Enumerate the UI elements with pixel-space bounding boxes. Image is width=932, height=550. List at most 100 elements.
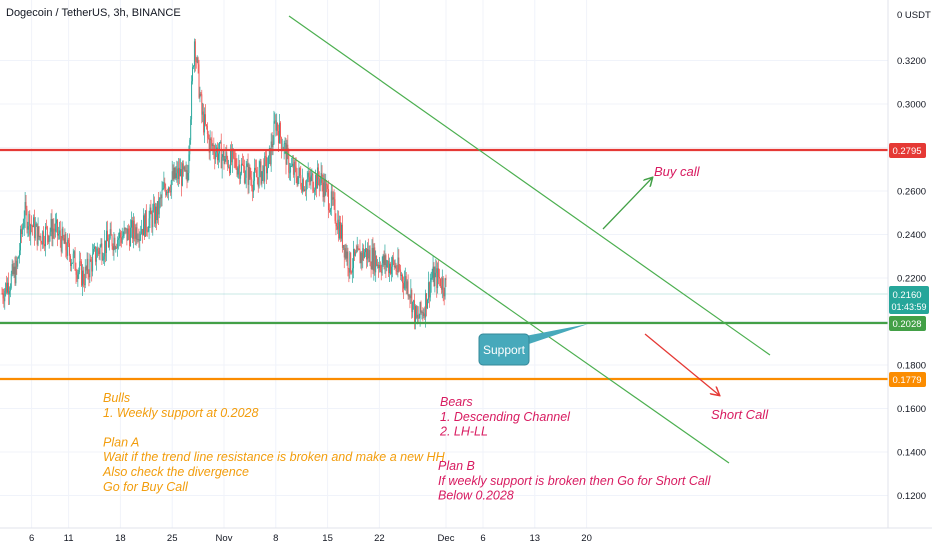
- candle-body: [431, 277, 433, 279]
- candle-body: [177, 168, 179, 180]
- price-tick-label: 0.1400: [897, 448, 926, 459]
- candle-body: [153, 203, 155, 211]
- candle-body: [159, 197, 161, 200]
- candle-body: [29, 214, 31, 235]
- candle-body: [346, 251, 348, 259]
- candle-body: [3, 298, 5, 302]
- candle-body: [70, 255, 71, 266]
- candle-body: [72, 253, 74, 263]
- candle-body: [135, 227, 137, 239]
- candle-body: [245, 166, 247, 178]
- candle-body: [108, 238, 110, 248]
- resistance-price-text: 0.2795: [892, 146, 921, 157]
- candle-body: [427, 299, 428, 309]
- candle-body: [250, 177, 252, 180]
- candle-body: [403, 282, 404, 289]
- plan-b-note-line: If weekly support is broken then Go for …: [438, 474, 712, 488]
- candle-body: [138, 239, 140, 241]
- candle-body: [387, 261, 389, 265]
- candle-body: [308, 172, 310, 178]
- candle-body: [183, 166, 185, 170]
- candle-body: [136, 227, 138, 240]
- candle-body: [105, 240, 107, 253]
- candle-body: [148, 218, 150, 232]
- candle-body: [11, 264, 13, 274]
- candle-body: [361, 253, 363, 261]
- candle-body: [445, 278, 447, 281]
- support-callout-box: [478, 333, 530, 366]
- candle-body: [74, 251, 76, 271]
- candle-body: [27, 226, 29, 230]
- candle-body: [373, 247, 375, 271]
- candle-body: [249, 166, 251, 178]
- candle-body: [255, 170, 257, 178]
- candle-body: [356, 246, 358, 253]
- candle-body: [208, 137, 210, 153]
- candle-body: [31, 224, 33, 226]
- candle-body: [99, 246, 101, 255]
- candle-body: [172, 171, 174, 180]
- candle-body: [112, 246, 114, 251]
- candle-body: [254, 167, 255, 181]
- candle-body: [84, 266, 86, 286]
- candle-body: [155, 206, 156, 224]
- candle-body: [371, 247, 373, 269]
- candle-body: [395, 265, 397, 271]
- candle-body: [256, 177, 258, 178]
- candle-body: [43, 231, 45, 245]
- time-scale[interactable]: 6 11 18 25 Nov 8 15 22 Dec 6 13 20: [29, 533, 592, 544]
- candle-body: [255, 167, 256, 171]
- candle-body: [380, 270, 382, 274]
- price-tick-label: 0.2400: [897, 230, 926, 241]
- candle-body: [79, 261, 81, 271]
- candle-body: [286, 144, 288, 165]
- candle-body: [442, 278, 444, 293]
- candle-body: [407, 281, 409, 297]
- candle-body: [5, 283, 7, 292]
- candle-body: [240, 173, 242, 179]
- candle-body: [28, 214, 30, 227]
- candle-body: [65, 233, 67, 251]
- candle-body: [339, 222, 341, 239]
- candle-body: [287, 144, 289, 152]
- candle-body: [205, 124, 207, 126]
- candle-body: [390, 266, 392, 274]
- candle-body: [20, 229, 22, 235]
- candle-body: [323, 178, 325, 198]
- candle-body: [169, 191, 171, 193]
- candle-body: [303, 179, 304, 191]
- candle-body: [119, 232, 120, 239]
- candle-body: [90, 259, 92, 261]
- price-tick-label: 0.3200: [897, 56, 926, 67]
- candle-body: [365, 248, 366, 253]
- time-tick-label: Dec: [438, 533, 455, 544]
- candle-body: [428, 282, 430, 298]
- candle-body: [417, 314, 419, 319]
- candle-body: [391, 257, 393, 267]
- candle-body: [283, 143, 285, 151]
- candle-body: [378, 264, 379, 269]
- candle-body: [284, 143, 286, 145]
- candle-body: [370, 266, 372, 269]
- candle-body: [44, 244, 45, 247]
- candle-body: [353, 248, 354, 269]
- candle-body: [142, 229, 144, 236]
- candle-body: [309, 177, 311, 182]
- time-tick-label: 6: [480, 533, 485, 544]
- candle-body: [95, 257, 97, 262]
- candle-body: [233, 151, 235, 159]
- candle-body: [151, 214, 153, 228]
- channel-upper-line: [288, 15, 771, 356]
- plan-b-note-line: Plan B: [438, 459, 475, 473]
- candle-body: [157, 201, 159, 215]
- bulls-note-line: Plan A: [103, 435, 139, 449]
- candle-body: [360, 253, 362, 264]
- candle-body: [392, 257, 394, 262]
- candle-body: [307, 172, 309, 180]
- candle-body: [238, 164, 240, 169]
- candle-body: [21, 228, 23, 235]
- candle-body: [94, 246, 95, 250]
- candle-body: [117, 239, 119, 248]
- candle-body: [348, 268, 350, 273]
